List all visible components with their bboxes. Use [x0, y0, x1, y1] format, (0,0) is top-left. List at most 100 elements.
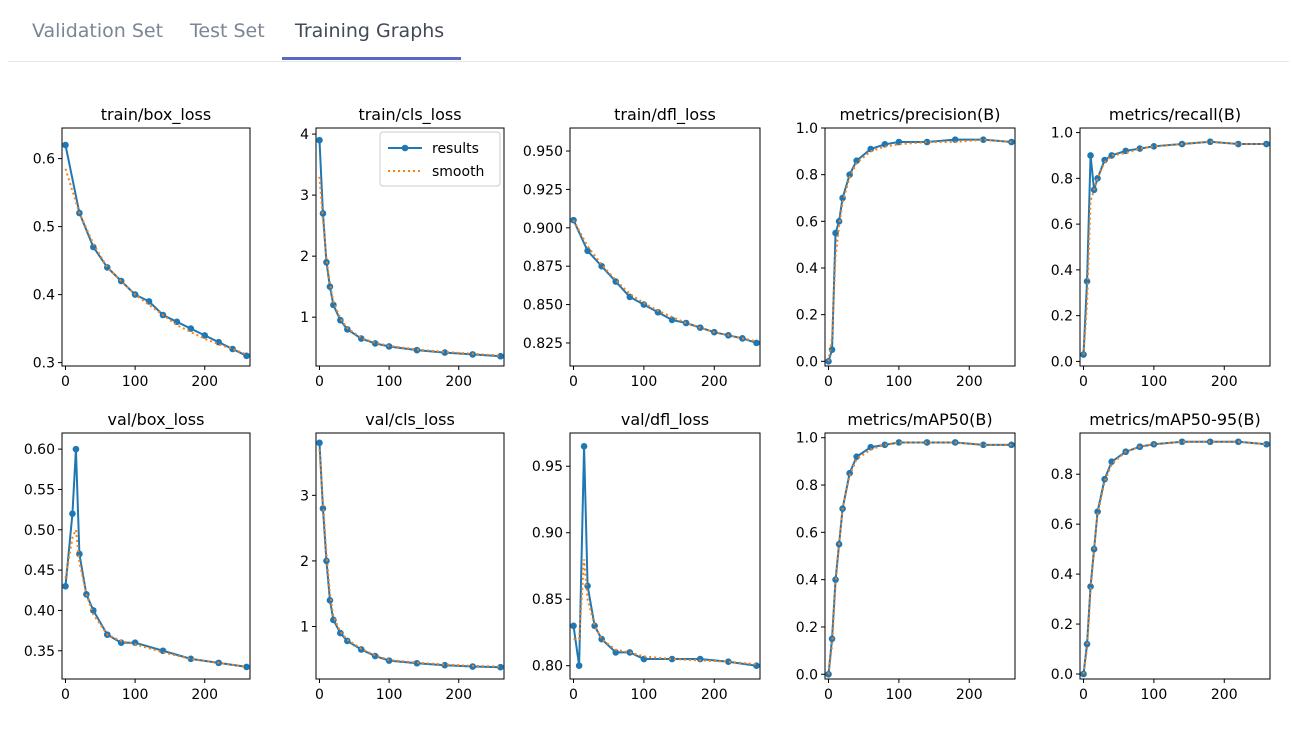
x-tick-label: 100 — [376, 374, 403, 390]
y-tick-label: 0.8 — [796, 478, 818, 494]
y-tick-label: 0.850 — [523, 298, 563, 314]
series-results-point — [584, 582, 591, 590]
x-tick-label: 100 — [886, 374, 913, 390]
series-smooth-line — [572, 219, 757, 343]
chart-title: train/cls_loss — [358, 105, 461, 125]
chart-title: train/box_loss — [101, 105, 211, 125]
series-results-point — [853, 453, 860, 460]
y-tick-label: 0.2 — [1051, 617, 1073, 633]
tab-validation-set[interactable]: Validation Set — [32, 20, 164, 42]
series-results-point — [612, 278, 620, 285]
series-smooth-line — [64, 168, 247, 356]
axes-frame — [824, 432, 1016, 680]
y-tick-label: 0.95 — [532, 459, 563, 475]
series-results-point — [337, 316, 344, 324]
series-smooth-line — [64, 525, 247, 668]
x-tick-label: 100 — [122, 687, 149, 703]
series-results-point — [895, 439, 903, 446]
axes-frame — [1079, 127, 1271, 367]
tab-training-graphs[interactable]: Training Graphs — [295, 20, 445, 42]
x-tick-label: 0 — [569, 374, 578, 390]
x-tick-label: 100 — [1141, 374, 1168, 390]
series-results-point — [951, 136, 959, 143]
series-results-point — [668, 316, 676, 324]
legend-results-label: results — [432, 141, 479, 157]
series-results-point — [980, 441, 987, 449]
x-tick-label: 0 — [61, 374, 70, 390]
x-tick-label: 100 — [376, 687, 403, 703]
axes-frame — [315, 432, 505, 680]
series-results-point — [1108, 152, 1115, 159]
series-results-point — [243, 663, 250, 671]
chart-0: train/box_loss 0 100 200 0.3 0.4 0.5 0.6 — [33, 105, 251, 390]
series-results-line — [572, 446, 757, 667]
series-results-point — [1094, 508, 1101, 515]
x-tick-label: 100 — [631, 374, 658, 390]
series-results-point — [62, 141, 69, 149]
x-tick-label: 0 — [824, 374, 833, 390]
series-results-point — [72, 445, 80, 453]
y-tick-label: 0.60 — [24, 442, 55, 458]
x-tick-label: 0 — [315, 374, 324, 390]
x-tick-label: 200 — [445, 687, 472, 703]
x-tick-label: 200 — [956, 374, 983, 390]
y-tick-label: 0.4 — [796, 573, 818, 589]
plot-area — [825, 136, 1015, 365]
series-results-line — [827, 138, 1012, 362]
series-smooth-line — [573, 559, 757, 666]
chart-9: metrics/mAP50-95(B) 0 100 200 0.0 0.2 0.4 0.6 0.… — [1051, 410, 1271, 703]
y-tick-label: 0.875 — [523, 259, 563, 275]
x-tick-label: 0 — [569, 687, 578, 703]
series-results-point — [881, 141, 889, 148]
y-tick-label: 0.80 — [532, 659, 563, 675]
series-results-line — [64, 144, 247, 357]
y-tick-label: 0.4 — [1051, 567, 1073, 583]
plot-area — [570, 442, 760, 670]
plot-area — [316, 439, 504, 671]
series-results-point — [1263, 440, 1270, 448]
series-results-point — [1101, 156, 1108, 164]
y-tick-label: 0.3 — [33, 356, 55, 372]
y-tick-label: 0.0 — [1051, 667, 1073, 683]
series-results-point — [90, 243, 97, 251]
axes-frame — [61, 432, 251, 680]
y-tick-label: 1 — [300, 620, 309, 636]
series-results-point — [117, 277, 125, 285]
chart-title: metrics/recall(B) — [1109, 105, 1241, 124]
tab-test-set[interactable]: Test Set — [190, 20, 265, 42]
legend-results-marker — [401, 144, 409, 152]
series-results-point — [1206, 138, 1214, 146]
series-results-point — [243, 352, 250, 360]
y-tick-label: 0.950 — [523, 144, 563, 160]
series-results-point — [612, 649, 620, 656]
plot-area — [316, 136, 504, 360]
chart-1: train/cls_loss 0 100 200 1 2 3 4 results smooth — [300, 105, 505, 390]
y-tick-label: 0.5 — [33, 220, 55, 236]
series-results-point — [1108, 458, 1115, 466]
y-tick-label: 0.6 — [1051, 517, 1073, 533]
series-results-line — [318, 442, 501, 669]
y-tick-label: 4 — [300, 127, 309, 143]
series-results-line — [318, 140, 501, 358]
y-tick-label: 0.0 — [796, 667, 818, 683]
series-results-line — [64, 449, 247, 668]
x-tick-label: 200 — [1211, 687, 1238, 703]
tab-bar: Validation Set Test Set Training Graphs — [8, 0, 1289, 62]
series-results-point — [584, 247, 591, 255]
y-tick-label: 0.6 — [1051, 217, 1073, 233]
series-smooth-line — [827, 441, 1012, 675]
series-results-point — [1008, 138, 1015, 146]
y-tick-label: 0.825 — [523, 336, 563, 352]
y-tick-label: 3 — [300, 188, 309, 204]
y-tick-label: 2 — [300, 249, 309, 265]
legend-box — [379, 131, 501, 187]
series-smooth-line — [1082, 440, 1267, 675]
series-results-point — [1206, 438, 1214, 446]
x-tick-label: 0 — [315, 687, 324, 703]
chart-title: val/box_loss — [108, 410, 205, 430]
axes-frame — [61, 127, 251, 367]
y-tick-label: 0.0 — [796, 354, 818, 370]
chart-title: metrics/mAP50(B) — [847, 410, 992, 429]
series-results-point — [575, 662, 583, 670]
series-results-point — [413, 659, 421, 667]
